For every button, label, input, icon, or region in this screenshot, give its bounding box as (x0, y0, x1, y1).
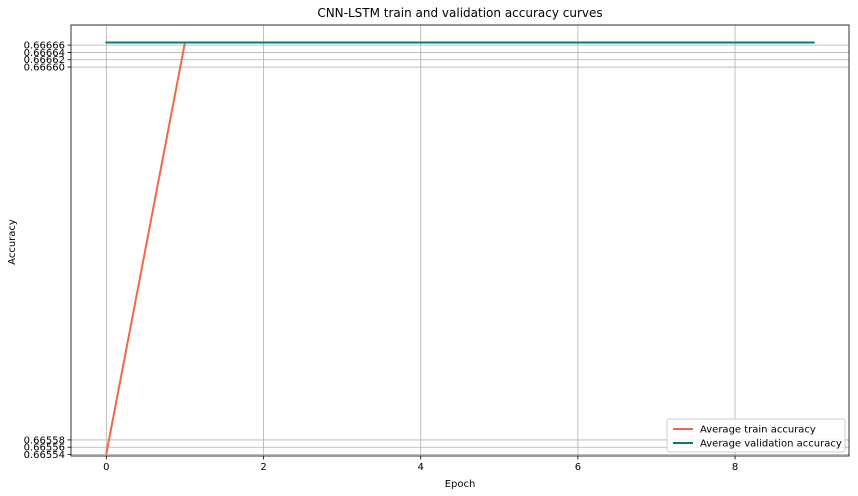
series-line-train (105, 41, 815, 455)
x-tick-label: 0 (103, 462, 109, 473)
legend-box (666, 418, 846, 453)
x-tick-label: 2 (260, 462, 266, 473)
y-tick-label: 0.66556 (24, 443, 65, 454)
x-tick-label: 6 (575, 462, 581, 473)
legend: Average train accuracy Average validation… (666, 418, 846, 453)
x-tick-label: 8 (732, 462, 738, 473)
x-tick-label: 4 (418, 462, 424, 473)
plot-frame (70, 24, 850, 457)
grid-lines (71, 25, 849, 456)
x-axis-label: Epoch (445, 479, 476, 490)
legend-label: Average validation accuracy (700, 439, 842, 450)
y-tick-label: 0.66664 (24, 48, 65, 59)
y-axis-label: Accuracy (7, 219, 18, 265)
legend-label: Average train accuracy (700, 425, 816, 436)
y-tick-label: 0.66554 (24, 450, 65, 461)
y-tick-label: 0.66662 (24, 55, 65, 66)
series-group (105, 41, 815, 455)
y-tick-label: 0.66660 (24, 63, 65, 74)
y-tick-label: 0.66558 (24, 435, 65, 446)
y-tick-label: 0.66666 (24, 41, 65, 52)
chart-title: CNN-LSTM train and validation accuracy c… (317, 6, 602, 20)
